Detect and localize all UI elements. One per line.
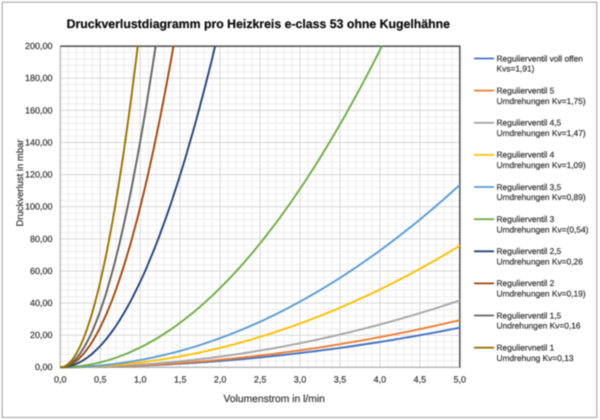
svg-text:Umdrehungen Kv=1,75): Umdrehungen Kv=1,75) bbox=[497, 96, 586, 106]
svg-text:20,00: 20,00 bbox=[30, 330, 53, 340]
svg-text:3,0: 3,0 bbox=[294, 374, 307, 384]
svg-text:2,5: 2,5 bbox=[254, 374, 267, 384]
svg-text:Undrehungen Kv=0,16: Undrehungen Kv=0,16 bbox=[497, 321, 581, 331]
svg-text:3,5: 3,5 bbox=[334, 374, 347, 384]
svg-text:Regulierventil 2: Regulierventil 2 bbox=[497, 278, 555, 288]
svg-text:Umdrehungen Kv=1,09): Umdrehungen Kv=1,09) bbox=[497, 160, 586, 170]
svg-text:Umdrehungen Kv=(0,54): Umdrehungen Kv=(0,54) bbox=[497, 224, 589, 234]
svg-text:Regulierventil 1,5: Regulierventil 1,5 bbox=[497, 310, 562, 320]
svg-text:140,00: 140,00 bbox=[25, 137, 53, 147]
svg-text:0,00: 0,00 bbox=[35, 362, 53, 372]
svg-text:Druckverlustdiagramm pro Heizk: Druckverlustdiagramm pro Heizkreis e-cla… bbox=[67, 17, 451, 31]
svg-text:120,00: 120,00 bbox=[25, 170, 53, 180]
svg-text:Regulierventil 5: Regulierventil 5 bbox=[497, 85, 555, 95]
svg-text:60,00: 60,00 bbox=[30, 266, 53, 276]
svg-text:Regulierventil 3,5: Regulierventil 3,5 bbox=[497, 182, 562, 192]
svg-text:Regulierventil 4,5: Regulierventil 4,5 bbox=[497, 118, 562, 128]
svg-text:5,0: 5,0 bbox=[454, 374, 467, 384]
svg-text:40,00: 40,00 bbox=[30, 298, 53, 308]
svg-text:1,5: 1,5 bbox=[174, 374, 187, 384]
svg-text:Kvs=1,91): Kvs=1,91) bbox=[497, 64, 535, 74]
svg-text:0,0: 0,0 bbox=[54, 374, 67, 384]
svg-text:Druckverlust in mbar: Druckverlust in mbar bbox=[15, 139, 26, 226]
svg-text:180,00: 180,00 bbox=[25, 73, 53, 83]
svg-text:4,0: 4,0 bbox=[374, 374, 387, 384]
svg-text:Umdrehungen Kv=0,89): Umdrehungen Kv=0,89) bbox=[497, 192, 586, 202]
svg-text:Reguliervnetil 1: Reguliervnetil 1 bbox=[497, 343, 555, 353]
svg-text:Umdrehung Kv=0,13: Umdrehung Kv=0,13 bbox=[497, 353, 574, 363]
svg-text:100,00: 100,00 bbox=[25, 202, 53, 212]
svg-text:Umdrehungen Kv=0,26: Umdrehungen Kv=0,26 bbox=[497, 257, 584, 267]
svg-text:200,00: 200,00 bbox=[25, 41, 53, 51]
svg-text:Regulierventil 2,5: Regulierventil 2,5 bbox=[497, 246, 562, 256]
svg-text:0,5: 0,5 bbox=[94, 374, 107, 384]
svg-text:Regulierventil 3: Regulierventil 3 bbox=[497, 214, 555, 224]
svg-text:1,0: 1,0 bbox=[134, 374, 147, 384]
svg-text:Regulierventil voll offen: Regulierventil voll offen bbox=[497, 53, 584, 63]
svg-text:2,0: 2,0 bbox=[214, 374, 227, 384]
svg-text:Umdrehungen Kv=1,47): Umdrehungen Kv=1,47) bbox=[497, 128, 586, 138]
svg-text:80,00: 80,00 bbox=[30, 234, 53, 244]
svg-text:4,5: 4,5 bbox=[414, 374, 427, 384]
svg-text:Umdrehungen Kv=0,19): Umdrehungen Kv=0,19) bbox=[497, 289, 586, 299]
svg-text:Volumenstrom in l/min: Volumenstrom in l/min bbox=[224, 394, 326, 405]
svg-text:160,00: 160,00 bbox=[25, 105, 53, 115]
svg-text:Regulierventil 4: Regulierventil 4 bbox=[497, 150, 555, 160]
